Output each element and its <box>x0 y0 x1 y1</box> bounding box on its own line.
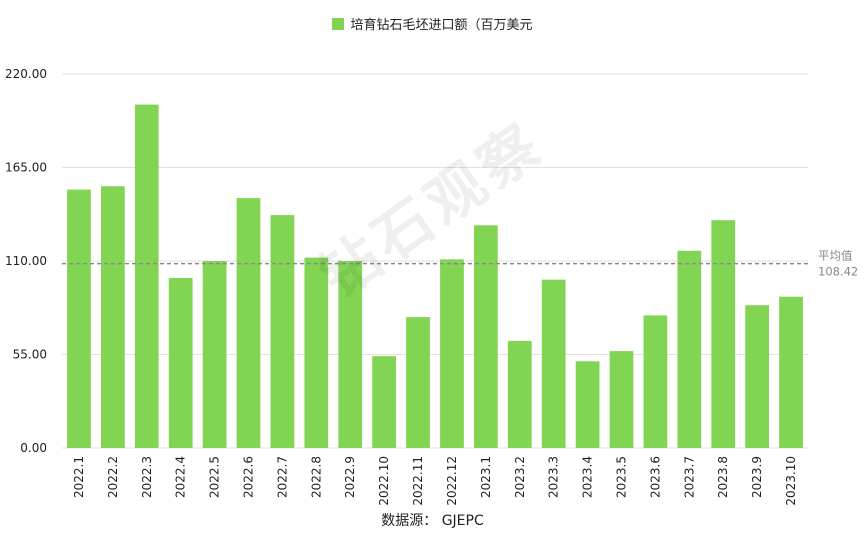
bar <box>745 305 770 448</box>
bar <box>643 315 668 448</box>
x-tick-label: 2022.12 <box>445 456 459 506</box>
x-tick-label: 2022.6 <box>242 456 256 498</box>
x-tick-label: 2023.8 <box>716 456 730 498</box>
x-tick-label: 2022.3 <box>140 456 154 498</box>
x-tick-label: 2022.2 <box>106 456 120 498</box>
y-tick-label: 55.00 <box>13 348 47 362</box>
legend-label: 培育钻石毛坯进口额（百万美元 <box>350 18 533 33</box>
x-tick-label: 2023.4 <box>581 456 595 498</box>
y-tick-label: 110.00 <box>5 254 47 268</box>
bar <box>202 261 227 448</box>
bar <box>67 189 91 448</box>
x-tick-label: 2022.8 <box>309 456 323 498</box>
average-value: 108.42 <box>818 265 858 279</box>
legend-swatch <box>332 18 345 30</box>
x-tick-label: 2022.1 <box>72 456 86 498</box>
bar <box>236 198 261 448</box>
bar <box>711 220 736 448</box>
bar <box>440 259 464 448</box>
x-tick-label: 2022.11 <box>411 456 425 506</box>
x-tick-label: 2022.9 <box>343 456 357 498</box>
bar <box>575 361 600 448</box>
x-tick-label: 2022.10 <box>377 456 391 506</box>
x-tick-label: 2022.7 <box>275 456 289 498</box>
bar <box>270 215 295 448</box>
x-tick-label: 2023.7 <box>682 456 696 498</box>
y-tick-label: 165.00 <box>5 161 47 175</box>
x-tick-label: 2023.1 <box>479 456 493 498</box>
bar <box>168 278 193 448</box>
bar <box>338 261 363 448</box>
bar <box>541 279 566 448</box>
x-tick-label: 2023.6 <box>648 456 662 498</box>
bar <box>100 186 125 448</box>
x-tick-label: 2022.4 <box>174 456 188 498</box>
x-tick-label: 2023.3 <box>547 456 561 498</box>
bar <box>372 356 397 448</box>
x-tick-label: 2022.5 <box>208 456 222 498</box>
bar <box>473 225 498 448</box>
bar <box>677 250 702 448</box>
y-tick-label: 0.00 <box>20 441 47 455</box>
x-tick-label: 2023.9 <box>750 456 764 498</box>
bar <box>304 257 329 448</box>
x-tick-label: 2023.10 <box>784 456 798 506</box>
bar <box>406 317 430 448</box>
bar <box>507 340 532 448</box>
bar <box>779 296 803 448</box>
bar <box>134 104 159 448</box>
average-label: 平均值 <box>818 249 853 263</box>
source-note: 数据源： GJEPC <box>381 513 484 529</box>
bar <box>609 351 634 448</box>
x-tick-label: 2023.5 <box>615 456 629 498</box>
legend: 培育钻石毛坯进口额（百万美元 <box>0 14 865 33</box>
x-tick-label: 2023.2 <box>513 456 527 498</box>
y-tick-label: 220.00 <box>5 67 47 81</box>
